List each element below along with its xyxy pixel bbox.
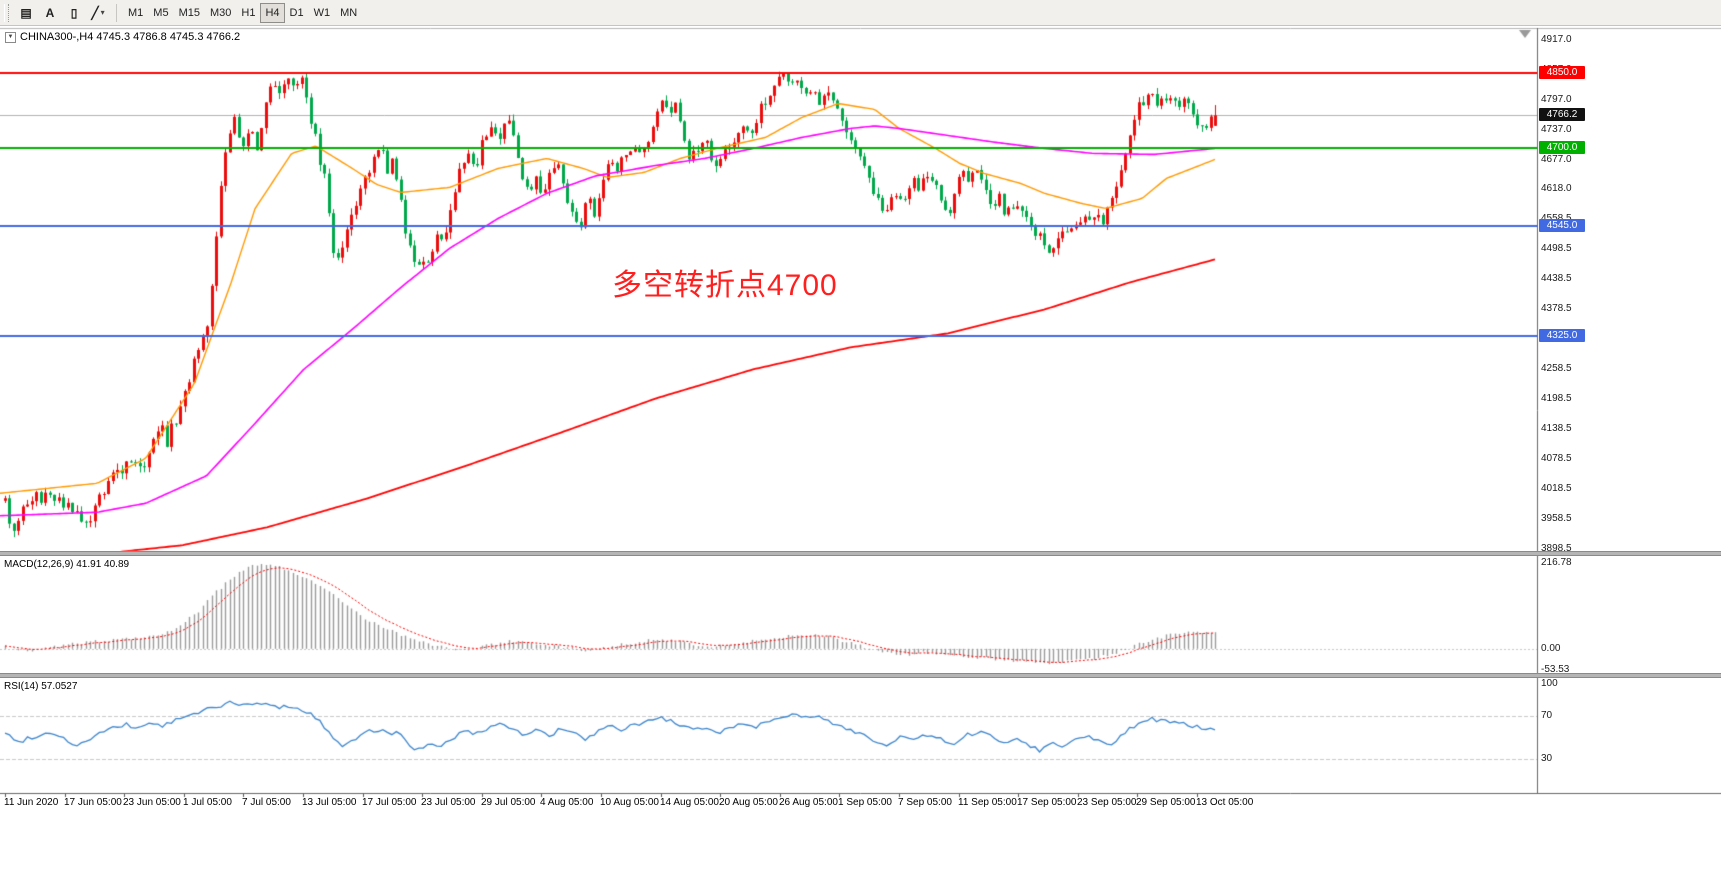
timeframe-button-h4[interactable]: H4	[260, 2, 285, 23]
rsi-panel-splitter[interactable]	[0, 673, 1721, 678]
main-toolbar: ▤ A ▯ ╱ ▾ M1 M5 M15 M30 H1 H4 D1 W1 MN	[0, 0, 1721, 26]
timeframe-toolbar: M1 M5 M15 M30 H1 H4 D1 W1 MN	[123, 2, 362, 23]
timeframe-button-mn[interactable]: MN	[340, 6, 358, 19]
dropdown-arrow-icon: ▾	[100, 8, 105, 17]
chart-windows-icon: ▤	[20, 5, 32, 20]
trendline-tools-button[interactable]: ╱ ▾	[86, 3, 110, 23]
timeframe-button-h1[interactable]: H1	[241, 6, 256, 19]
trendline-tools-icon: ╱	[91, 5, 99, 20]
timeframe-button-m30[interactable]: M30	[209, 6, 232, 19]
text-annotation-button[interactable]: A	[38, 3, 62, 23]
toolbar-tools-group: ▤ A ▯ ╱ ▾	[14, 3, 110, 23]
vertical-line-tool-icon: ▯	[70, 5, 78, 20]
toolbar-separator	[116, 3, 117, 22]
timeframe-button-m1[interactable]: M1	[128, 6, 144, 19]
timeframe-button-m15[interactable]: M15	[178, 6, 200, 19]
macd-panel-splitter[interactable]	[0, 551, 1721, 556]
time-axis[interactable]	[0, 794, 1721, 816]
vertical-line-tool-button[interactable]: ▯	[62, 3, 86, 23]
text-annotation-icon: A	[45, 5, 55, 20]
toolbar-grip[interactable]	[4, 3, 9, 22]
price-axis[interactable]	[1538, 28, 1721, 793]
timeframe-button-d1[interactable]: D1	[289, 6, 304, 19]
timeframe-button-m5[interactable]: M5	[153, 6, 169, 19]
chart-windows-button[interactable]: ▤	[14, 3, 38, 23]
timeframe-button-w1[interactable]: W1	[313, 6, 331, 19]
